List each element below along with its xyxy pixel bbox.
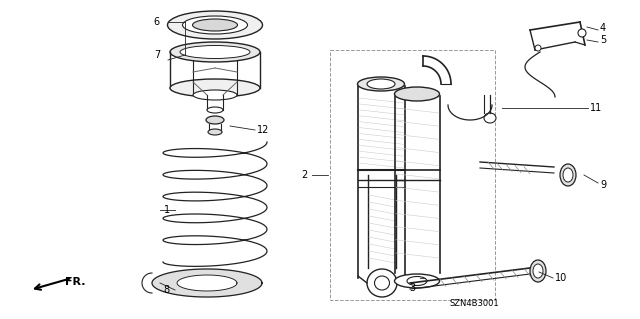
Ellipse shape (168, 11, 262, 39)
Bar (330, 50, 495, 300)
Ellipse shape (193, 90, 237, 100)
Ellipse shape (182, 16, 248, 34)
Ellipse shape (374, 276, 390, 290)
Ellipse shape (170, 79, 260, 97)
Polygon shape (152, 269, 262, 297)
Text: 11: 11 (590, 103, 602, 113)
Ellipse shape (533, 264, 543, 278)
Ellipse shape (170, 42, 260, 62)
Ellipse shape (407, 277, 427, 286)
Polygon shape (177, 275, 237, 291)
Ellipse shape (208, 129, 222, 135)
Ellipse shape (206, 116, 224, 124)
Text: 10: 10 (555, 273, 567, 283)
Ellipse shape (563, 168, 573, 182)
Ellipse shape (193, 19, 237, 31)
Ellipse shape (394, 274, 440, 288)
Text: 8: 8 (164, 285, 170, 295)
Ellipse shape (578, 29, 586, 37)
Ellipse shape (367, 269, 397, 297)
Ellipse shape (560, 164, 576, 186)
Text: 2: 2 (301, 170, 308, 180)
Text: 4: 4 (600, 23, 606, 33)
Text: SZN4B3001: SZN4B3001 (450, 299, 500, 308)
Text: 6: 6 (154, 17, 160, 27)
Text: FR.: FR. (65, 277, 86, 287)
Text: 1: 1 (164, 205, 170, 215)
Ellipse shape (180, 46, 250, 58)
Ellipse shape (394, 87, 440, 101)
Text: 9: 9 (600, 180, 606, 190)
Ellipse shape (530, 260, 546, 282)
Text: 7: 7 (154, 50, 160, 60)
Text: 3: 3 (409, 283, 415, 293)
Ellipse shape (484, 113, 496, 123)
Text: 5: 5 (600, 35, 606, 45)
Ellipse shape (207, 107, 223, 113)
Ellipse shape (367, 79, 395, 89)
Text: 12: 12 (257, 125, 269, 135)
Ellipse shape (358, 77, 404, 91)
Ellipse shape (535, 45, 541, 51)
